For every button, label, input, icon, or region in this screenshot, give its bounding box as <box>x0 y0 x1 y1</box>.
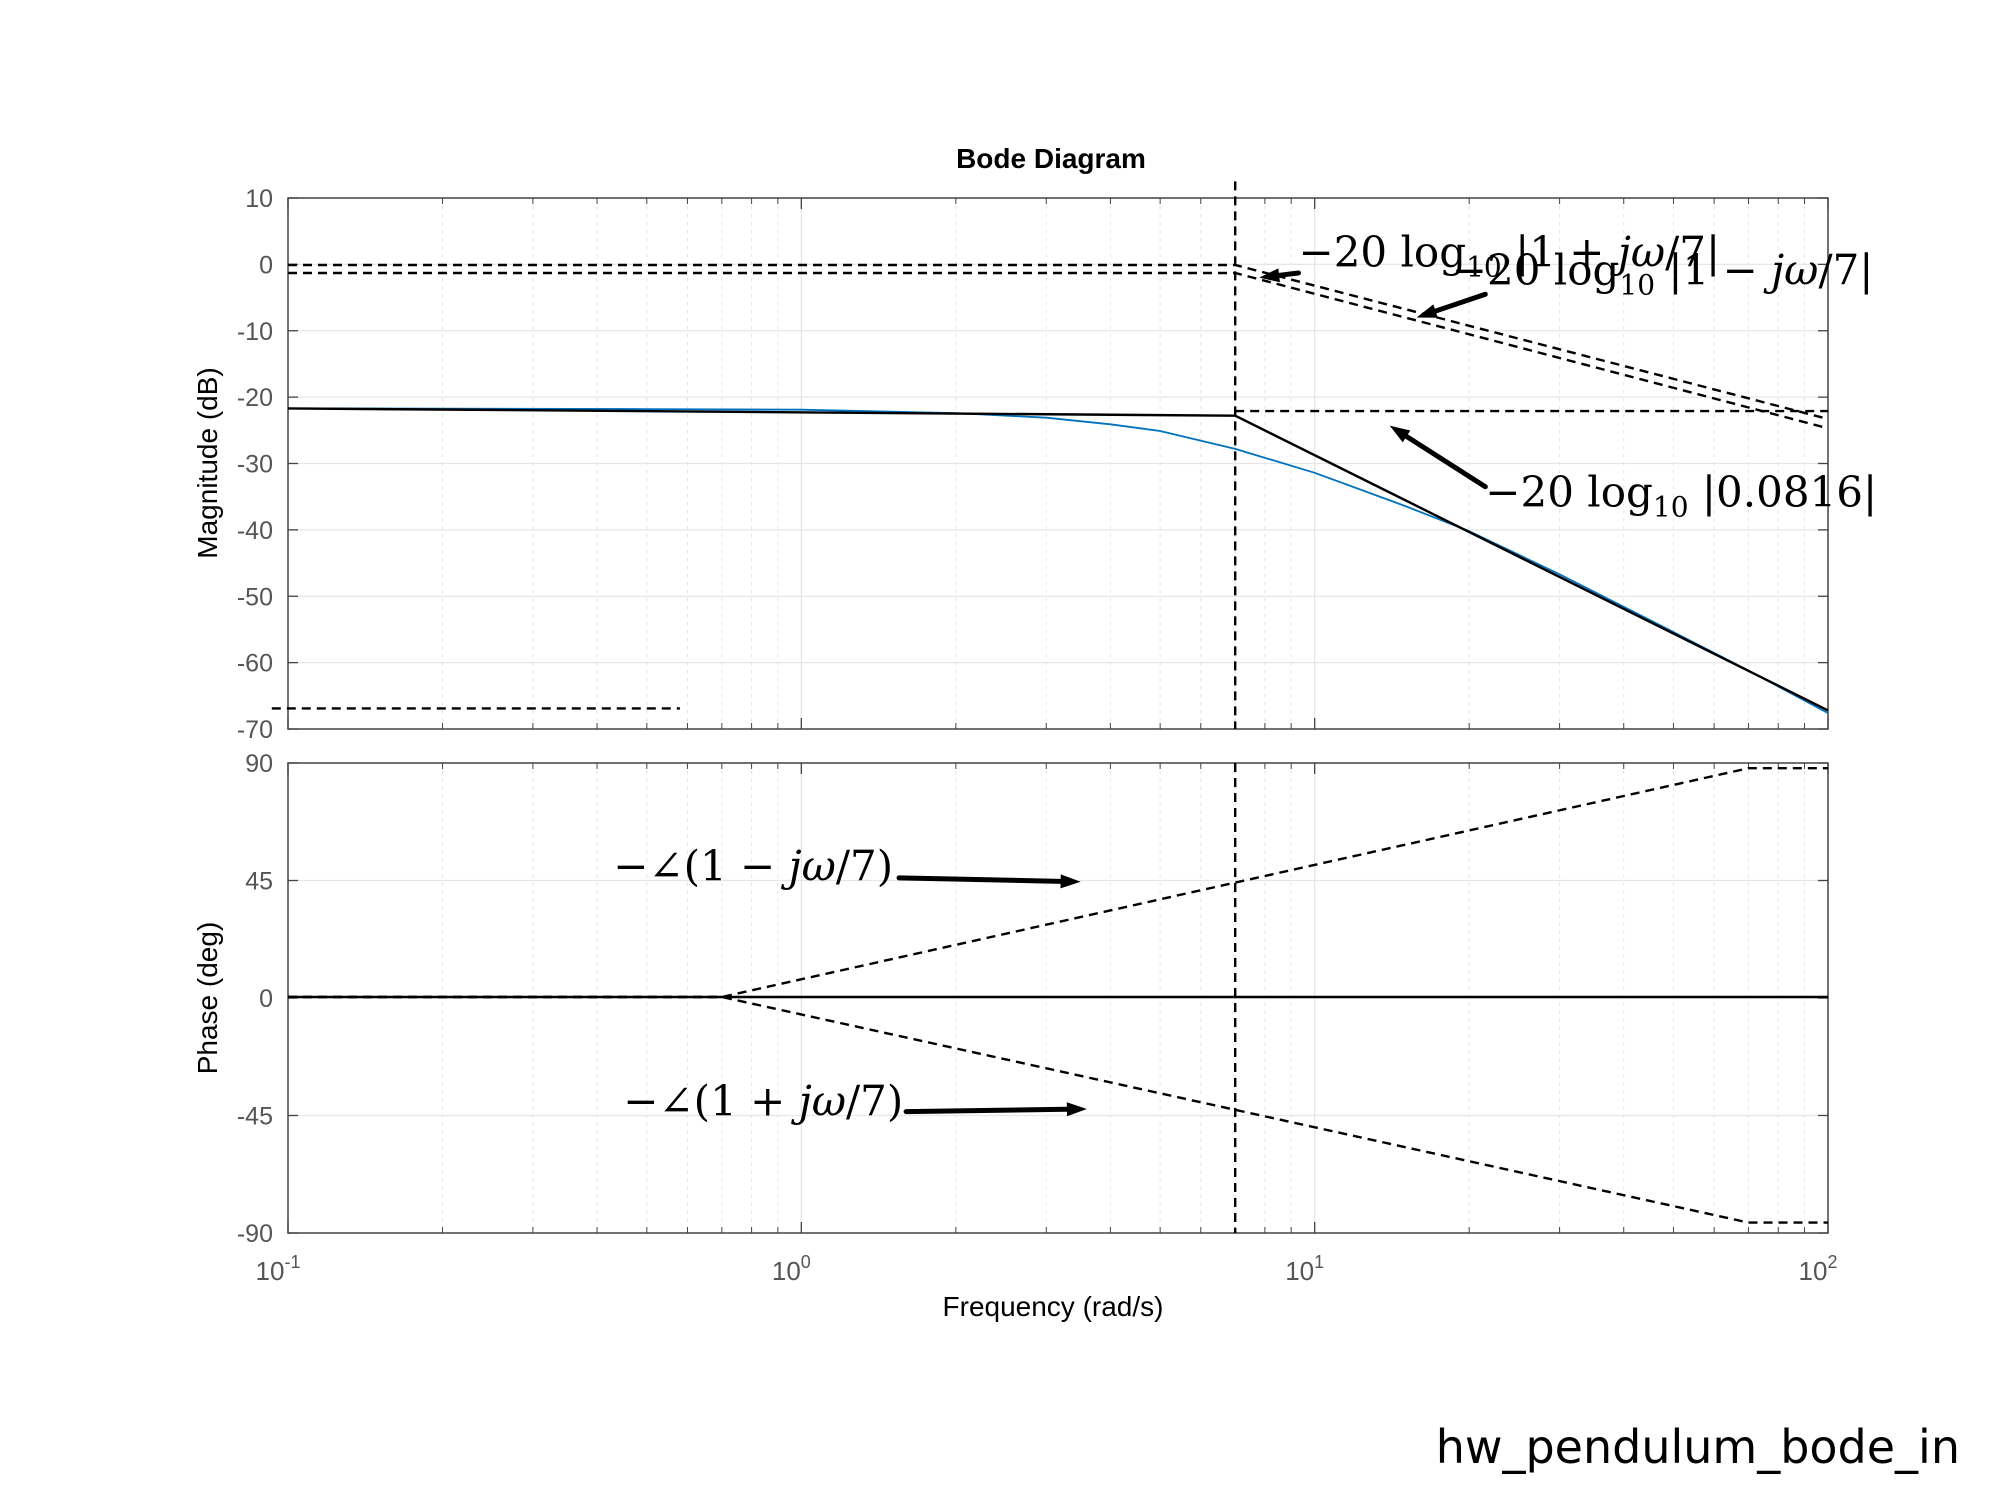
magnitude-y-tick-label: -70 <box>237 716 273 744</box>
phase-series <box>288 763 1828 1233</box>
magnitude-series <box>271 181 1829 729</box>
annotation-phase-2: −∠(1 + jω/7) <box>623 1077 903 1126</box>
phase-y-ticks: 90 45 0 -45 -90 <box>237 750 1828 1248</box>
annotation-arrow-head <box>1416 304 1438 318</box>
magnitude-y-tick-label: 10 <box>245 185 273 213</box>
magnitude-series-line-1 <box>287 407 1829 714</box>
annotation-mag-2: −20 log10 |1 − jω/7| <box>1452 245 1874 301</box>
phase-series-line-4 <box>288 995 1828 1224</box>
annotation-arrow-shaft <box>903 1106 1070 1115</box>
chart-title: Bode Diagram <box>956 143 1146 174</box>
magnitude-y-tick-label: -60 <box>237 650 273 678</box>
magnitude-y-tick-label: 0 <box>259 251 273 279</box>
annotation-arrow-shaft <box>1404 433 1488 490</box>
x-tick-label: 102 <box>1799 1252 1838 1286</box>
footer-caption: hw_pendulum_bode_in <box>1436 1420 1960 1474</box>
annotation-arrow-shaft <box>1433 291 1488 314</box>
magnitude-y-tick-label: -10 <box>237 318 273 346</box>
annotation-mag-1: −20 log10 |1 + jω/7| <box>1299 227 1721 283</box>
annotation-mag-3: −20 log10 |0.0816| <box>1485 468 1877 524</box>
phase-y-tick-label: 0 <box>259 985 273 1013</box>
annotation-arrow-head <box>1060 874 1081 889</box>
magnitude-y-tick-label: -20 <box>237 384 273 412</box>
magnitude-y-tick-label: -50 <box>237 583 273 611</box>
magnitude-series-line-2 <box>287 407 1829 712</box>
magnitude-y-axis-label: Magnitude (dB) <box>192 367 223 558</box>
annotation-arrow-shaft <box>1276 270 1301 278</box>
annotation-arrow-shaft <box>896 875 1064 884</box>
x-tick-label: 101 <box>1285 1252 1324 1286</box>
magnitude-y-tick-label: -30 <box>237 451 273 479</box>
phase-y-tick-label: -45 <box>237 1103 273 1131</box>
magnitude-y-ticks: 10 0 -10 -20 -30 -40 -50 -60 -70 <box>237 185 1828 744</box>
magnitude-series-line-4 <box>288 271 1829 430</box>
x-ticks: 10-1 100 101 102 <box>256 198 1838 1286</box>
x-tick-label: 10-1 <box>256 1252 301 1286</box>
x-tick-label: 100 <box>772 1252 811 1286</box>
phase-y-tick-label: -90 <box>237 1220 273 1248</box>
annotation-arrow-head <box>1389 425 1411 443</box>
phase-y-tick-label: 90 <box>245 750 273 778</box>
phase-y-tick-label: 45 <box>245 868 273 896</box>
annotation-phase-1: −∠(1 − jω/7) <box>613 842 893 891</box>
magnitude-y-tick-label: -40 <box>237 517 273 545</box>
annotation-arrow-head <box>1066 1102 1087 1117</box>
annotation-arrows <box>896 268 1488 1117</box>
x-axis-label: Frequency (rad/s) <box>943 1291 1164 1322</box>
phase-y-axis-label: Phase (deg) <box>192 922 223 1075</box>
annotation-arrow-head <box>1259 268 1280 283</box>
